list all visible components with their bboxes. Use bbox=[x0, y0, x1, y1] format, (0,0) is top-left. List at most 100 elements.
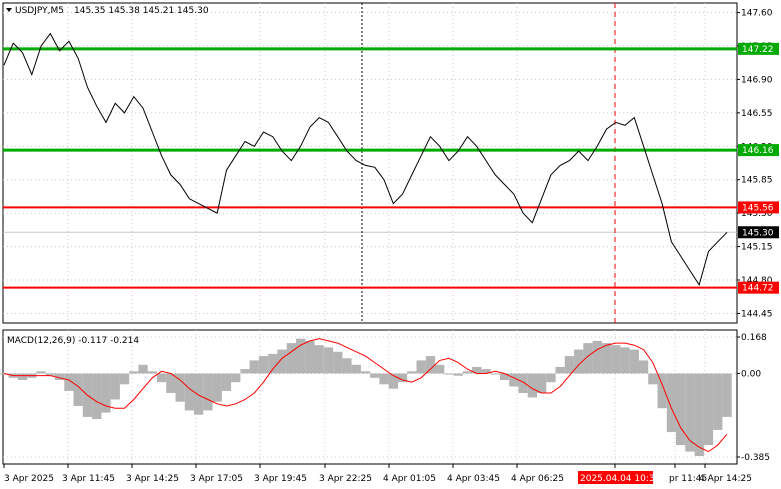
macd-bar bbox=[184, 373, 195, 411]
time-axis: 3 Apr 2025 3 Apr 11:45 3 Apr 14:25 3 Apr 17… bbox=[3, 464, 752, 484]
level-tag bbox=[738, 144, 779, 157]
macd-bar bbox=[425, 356, 436, 374]
macd-bar bbox=[147, 371, 157, 374]
macd-bar bbox=[314, 345, 324, 374]
macd-bar bbox=[55, 373, 65, 380]
level-label: 145.56 bbox=[742, 203, 774, 213]
macd-tick-label: 0.00 bbox=[741, 369, 761, 379]
macd-bar bbox=[648, 373, 658, 385]
time-highlight-label: 2025.04.04 10:35 bbox=[580, 474, 660, 484]
price-tick-label: 145.15 bbox=[741, 243, 773, 253]
macd-bar bbox=[509, 373, 519, 387]
macd-bar bbox=[156, 373, 167, 383]
macd-bar bbox=[601, 343, 612, 374]
price-tick-label: 146.55 bbox=[741, 109, 773, 119]
macd-bar bbox=[388, 373, 398, 389]
macd-bar bbox=[435, 364, 445, 374]
macd-bar bbox=[481, 369, 491, 374]
macd-bar bbox=[119, 373, 130, 385]
symbol-header: USDJPY,M5 145.35 145.38 145.21 145.30 bbox=[6, 6, 209, 16]
macd-bar bbox=[629, 349, 639, 374]
price-tick-label: 146.90 bbox=[741, 75, 773, 85]
macd-bar bbox=[564, 356, 575, 374]
macd-bar bbox=[73, 373, 83, 406]
macd-bar bbox=[472, 366, 482, 374]
macd-bar bbox=[166, 373, 176, 393]
level-label: 144.72 bbox=[742, 284, 774, 294]
price-panel[interactable] bbox=[2, 2, 738, 324]
time-tick-label: 3 Apr 2025 bbox=[4, 474, 54, 484]
price-tick-label: 145.85 bbox=[741, 176, 773, 186]
level-tag bbox=[738, 201, 779, 214]
macd-bar bbox=[666, 373, 677, 433]
macd-bar bbox=[64, 373, 74, 391]
macd-bar bbox=[129, 371, 139, 374]
macd-bar bbox=[574, 349, 584, 374]
macd-bar bbox=[45, 373, 55, 376]
level-label: 146.16 bbox=[742, 146, 774, 156]
time-tick-label: 4 Apr 01:05 bbox=[383, 474, 436, 484]
macd-bar bbox=[360, 371, 371, 374]
current-price-label: 145.30 bbox=[742, 228, 774, 238]
macd-bar bbox=[305, 340, 315, 374]
macd-label: MACD(12,26,9) -0.117 -0.214 bbox=[7, 336, 139, 346]
time-highlight-tag bbox=[578, 471, 653, 484]
macd-bar bbox=[138, 364, 148, 374]
macd-bar bbox=[685, 373, 695, 452]
macd-bar bbox=[518, 373, 528, 393]
macd-bar bbox=[36, 371, 46, 374]
time-tick-label: 4 Apr 03:45 bbox=[447, 474, 500, 484]
macd-bar bbox=[296, 338, 306, 374]
macd-bar bbox=[221, 373, 232, 391]
level-tag bbox=[738, 42, 779, 55]
macd-bar bbox=[611, 345, 621, 374]
macd-bar bbox=[212, 373, 222, 402]
triangle-down-icon[interactable] bbox=[6, 8, 12, 12]
macd-bar bbox=[249, 360, 259, 374]
macd-bar bbox=[286, 343, 296, 374]
time-tick-label: 3 Apr 14:25 bbox=[126, 474, 179, 484]
macd-bar bbox=[194, 373, 204, 415]
macd-bar bbox=[379, 373, 389, 385]
macd-bar bbox=[323, 347, 334, 374]
price-tick-label: 144.80 bbox=[741, 276, 773, 286]
macd-bar bbox=[444, 373, 454, 375]
macd-bar bbox=[351, 364, 361, 374]
macd-bar bbox=[240, 369, 250, 374]
macd-bar bbox=[203, 373, 213, 411]
level-labels: 147.22 146.16 145.56 144.72 145.30 bbox=[738, 42, 779, 294]
macd-bar bbox=[333, 351, 343, 374]
macd-bar bbox=[342, 358, 352, 374]
price-tick-label: 147.60 bbox=[741, 9, 773, 19]
time-tick-label: 3 Apr 11:45 bbox=[62, 474, 115, 484]
macd-signal-line bbox=[3, 338, 728, 453]
current-price-tag bbox=[738, 226, 779, 239]
level-label: 147.22 bbox=[742, 45, 774, 55]
macd-bar bbox=[713, 373, 723, 430]
macd-bar bbox=[17, 373, 28, 380]
macd-bar bbox=[92, 373, 102, 420]
macd-bar bbox=[638, 360, 649, 374]
macd-bar bbox=[490, 373, 500, 375]
macd-bar bbox=[620, 347, 630, 374]
macd-bar bbox=[407, 371, 417, 374]
macd-bar bbox=[453, 373, 463, 376]
time-tick-label: 4 Apr 14:25 bbox=[699, 474, 752, 484]
price-line bbox=[3, 32, 728, 287]
price-tick-label: 145.50 bbox=[741, 209, 773, 219]
macd-bar bbox=[722, 373, 732, 417]
ohlc-label: 145.35 145.38 145.21 145.30 bbox=[74, 6, 209, 16]
macd-bar bbox=[397, 373, 408, 383]
support-resistance-levels[interactable] bbox=[3, 47, 737, 289]
macd-bar bbox=[268, 353, 278, 374]
macd-bar bbox=[231, 373, 241, 383]
macd-bar bbox=[537, 373, 547, 393]
macd-bar bbox=[694, 373, 704, 456]
macd-bar bbox=[175, 373, 185, 402]
time-tick-label: 3 Apr 19:45 bbox=[254, 474, 307, 484]
macd-bar bbox=[101, 373, 111, 413]
price-axis: 147.60147.25146.90146.55146.20145.85145.… bbox=[737, 9, 773, 319]
macd-bar bbox=[110, 373, 120, 400]
time-tick-label: 3 Apr 22:25 bbox=[319, 474, 372, 484]
